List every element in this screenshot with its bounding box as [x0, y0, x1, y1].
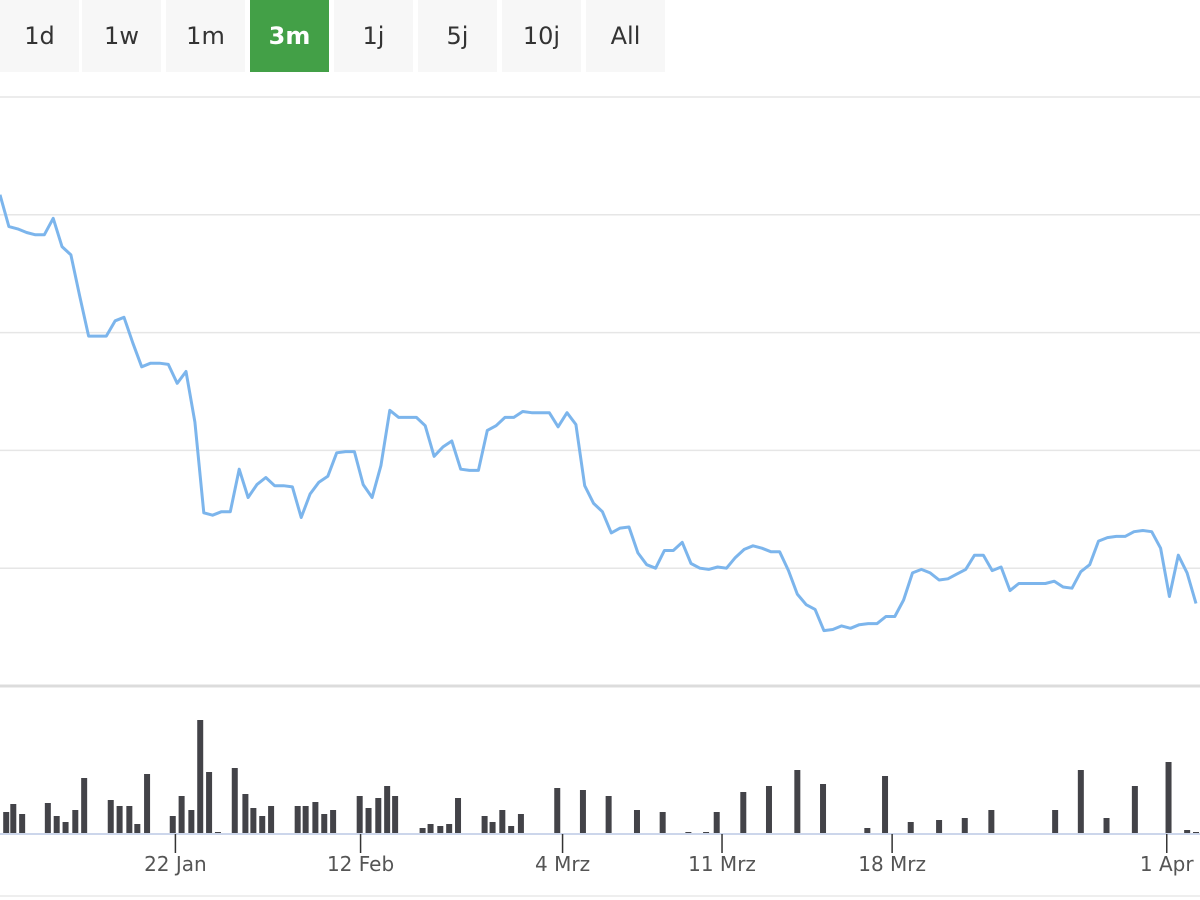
x-tick-label: 4 Mrz — [535, 852, 590, 876]
volume-bar — [489, 822, 496, 833]
x-tick-label: 12 Feb — [327, 852, 394, 876]
volume-bar — [961, 818, 968, 833]
volume-bar — [499, 810, 506, 833]
volume-bar — [794, 770, 801, 833]
volume-bar — [713, 812, 720, 833]
volume-bar — [214, 832, 221, 833]
volume-bar — [384, 786, 391, 833]
x-tick-label: 1 Apr — [1140, 852, 1194, 876]
volume-bar — [231, 768, 238, 833]
volume-bar — [820, 784, 827, 833]
volume-bar — [427, 824, 434, 833]
range-button[interactable]: 1m — [166, 0, 245, 72]
volume-bar — [250, 808, 257, 833]
price-line — [0, 194, 1198, 633]
volume-bar — [72, 810, 79, 833]
volume-bar — [197, 720, 204, 833]
volume-bar — [178, 796, 185, 833]
range-button[interactable]: 10j — [502, 0, 581, 72]
volume-bar — [633, 810, 640, 833]
volume-bar — [19, 814, 26, 833]
volume-bar — [356, 796, 363, 833]
volume-bar — [321, 814, 328, 833]
volume-bar — [375, 798, 382, 833]
volume-bar — [605, 796, 612, 833]
volume-bar — [44, 803, 51, 833]
volume-bar — [740, 792, 747, 833]
volume-bar — [554, 788, 561, 833]
volume-bar — [302, 806, 309, 833]
volume-bar — [907, 822, 914, 833]
volume-bar — [134, 824, 141, 833]
range-button[interactable]: 1w — [82, 0, 161, 72]
volume-bar — [936, 820, 943, 833]
volume-bar — [294, 806, 301, 833]
volume-bar — [481, 816, 488, 833]
volume-bar — [169, 816, 176, 833]
volume-bar — [437, 826, 444, 833]
x-tick-label: 11 Mrz — [688, 852, 756, 876]
volume-bar — [188, 810, 195, 833]
volume-bar — [144, 774, 151, 833]
volume-bar — [446, 824, 453, 833]
range-button[interactable]: 3m — [250, 0, 329, 72]
volume-bar — [882, 776, 889, 833]
volume-bar — [508, 826, 515, 833]
x-tick-label: 18 Mrz — [858, 852, 926, 876]
volume-bar — [330, 810, 337, 833]
volume-bar — [116, 806, 123, 833]
volume-bar — [455, 798, 462, 833]
range-button[interactable]: 1d — [0, 0, 79, 72]
volume-bar — [10, 804, 17, 833]
volume-bar — [1103, 818, 1110, 833]
volume-bar — [1165, 762, 1172, 833]
volume-bar — [62, 822, 69, 833]
x-tick-label: 22 Jan — [144, 852, 207, 876]
volume-bar — [659, 812, 666, 833]
range-button[interactable]: 1j — [334, 0, 413, 72]
volume-bar — [365, 808, 372, 833]
volume-bar — [53, 816, 60, 833]
volume-bar — [268, 806, 275, 833]
volume-bar — [864, 828, 871, 833]
volume-bar — [1077, 770, 1084, 833]
volume-bar — [107, 800, 114, 833]
volume-bar — [312, 802, 319, 833]
volume-bar — [1184, 830, 1191, 833]
volume-bar — [517, 814, 524, 833]
volume-bar — [126, 806, 133, 833]
volume-bar — [1193, 832, 1199, 833]
range-button[interactable]: 5j — [418, 0, 497, 72]
volume-bar — [81, 778, 88, 833]
volume-bar — [392, 796, 399, 833]
volume-bar — [1052, 810, 1059, 833]
volume-bar — [579, 790, 586, 833]
volume-bar — [703, 832, 710, 833]
volume-bar — [242, 794, 249, 833]
volume-bar — [259, 816, 266, 833]
volume-bar — [419, 828, 426, 833]
volume-bar — [1131, 786, 1138, 833]
volume-bar — [685, 832, 692, 833]
volume-bar — [206, 772, 213, 833]
range-button[interactable]: All — [586, 0, 665, 72]
volume-bar — [3, 812, 10, 833]
volume-bar — [988, 810, 995, 833]
volume-bar — [765, 786, 772, 833]
